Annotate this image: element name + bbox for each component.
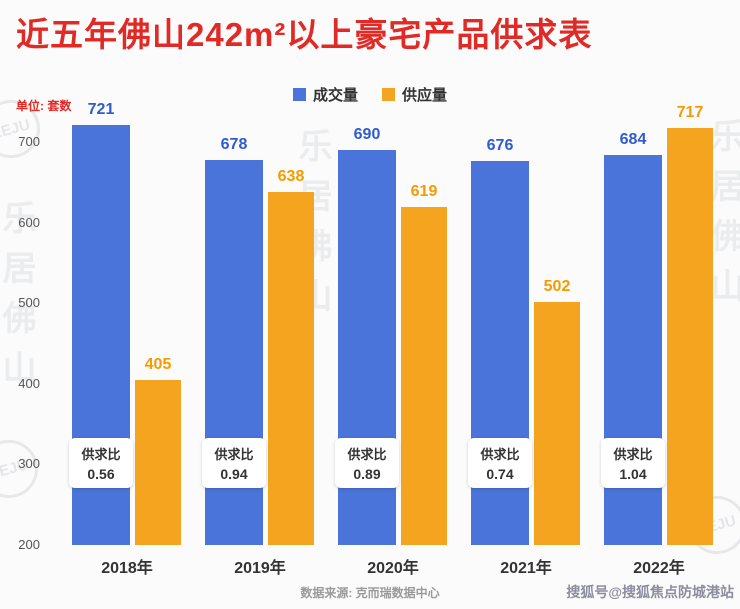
ratio-badge: 供求比 0.56 (69, 438, 133, 488)
bar-value-label-supply: 717 (676, 104, 704, 122)
bar-supply (667, 128, 713, 545)
bar-value-label-transactions: 721 (87, 101, 115, 119)
legend-label-supply: 供应量 (402, 87, 448, 104)
bar-value-label-supply: 638 (277, 167, 305, 185)
legend-item-supply: 供应量 (382, 84, 447, 105)
ratio-label: 供求比 (81, 447, 121, 462)
y-axis-tick: 300 (18, 456, 40, 472)
x-axis-label: 2019年 (234, 560, 286, 577)
x-axis-label: 2020年 (367, 560, 419, 577)
ratio-value: 1.04 (619, 466, 647, 482)
ratio-label: 供求比 (613, 447, 653, 462)
bar-value-label-transactions: 690 (353, 126, 381, 144)
chart-title: 近五年佛山242m²以上豪宅产品供求表 (16, 16, 593, 53)
legend-label-volume: 成交量 (312, 87, 358, 104)
y-axis-unit-label: 单位: 套数 (16, 99, 72, 113)
x-axis-label: 2022年 (633, 560, 685, 577)
sohu-watermark: 搜狐号@搜狐焦点防城港站 (566, 584, 734, 600)
bar-value-label-supply: 619 (410, 183, 438, 201)
ratio-label: 供求比 (480, 447, 520, 462)
ratio-badge: 供求比 1.04 (601, 438, 665, 488)
ratio-value: 0.74 (486, 466, 514, 482)
bar-value-label-transactions: 684 (619, 130, 647, 148)
y-axis-tick: 500 (18, 295, 40, 311)
x-axis-label: 2021年 (500, 560, 552, 577)
y-axis-tick: 700 (18, 134, 40, 149)
legend-item-volume: 成交量 (292, 84, 358, 105)
y-axis-tick: 600 (18, 214, 40, 230)
ratio-badge: 供求比 0.74 (468, 438, 532, 488)
bar-supply (534, 301, 580, 545)
bar-supply (135, 379, 181, 545)
y-axis-tick: 200 (18, 537, 40, 552)
ratio-value: 0.89 (353, 466, 381, 482)
ratio-label: 供求比 (347, 447, 387, 462)
legend-swatch-supply (382, 88, 395, 101)
bar-value-label-transactions: 678 (220, 135, 248, 153)
bar-supply (401, 207, 447, 545)
bar-supply (268, 191, 314, 545)
legend: 成交量 供应量 (0, 84, 740, 105)
ratio-badge: 供求比 0.94 (202, 438, 266, 488)
data-source: 数据来源: 克而瑞数据中心 (300, 586, 440, 600)
legend-swatch-volume (292, 88, 306, 101)
y-axis-tick: 400 (18, 375, 40, 391)
ratio-badge: 供求比 0.89 (335, 438, 399, 488)
bar-value-label-transactions: 676 (486, 137, 514, 155)
x-axis-label: 2018年 (101, 560, 153, 577)
ratio-value: 0.56 (87, 466, 115, 482)
ratio-value: 0.94 (220, 466, 248, 482)
bar-value-label-supply: 405 (144, 355, 172, 373)
bar-value-label-supply: 502 (543, 277, 571, 295)
ratio-label: 供求比 (214, 447, 254, 462)
